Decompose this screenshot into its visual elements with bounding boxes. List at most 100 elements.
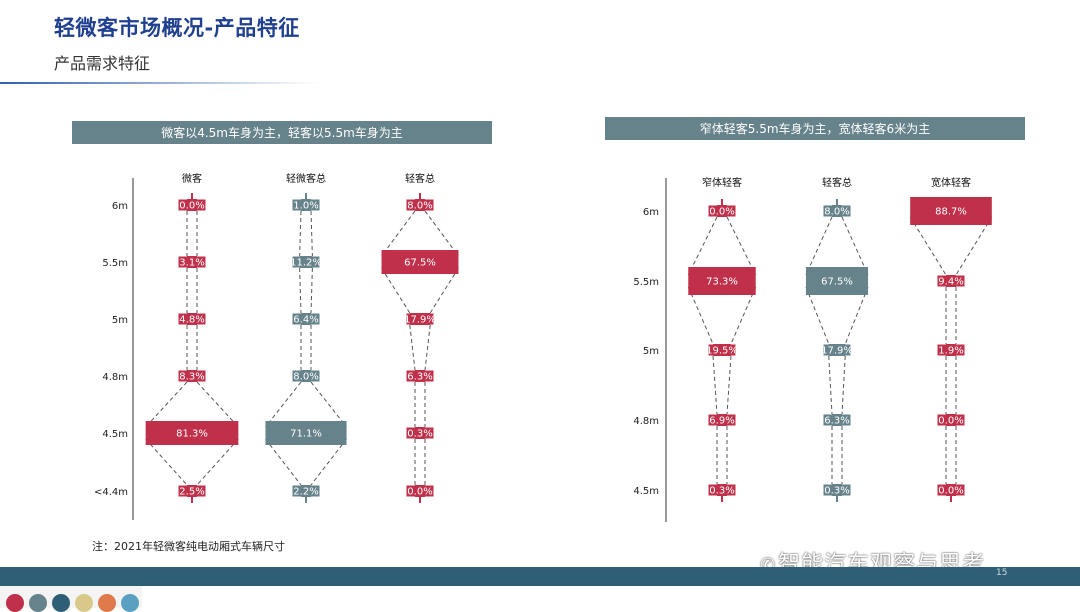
left-chart-connector — [299, 267, 302, 314]
left-chart-label-bg — [178, 256, 206, 268]
right-chart-data-label: 6.9% — [709, 416, 734, 427]
left-chart-connector — [424, 210, 459, 257]
right-chart-connector — [687, 216, 718, 276]
left-chart-connector — [299, 210, 302, 257]
left-chart-label-bg — [178, 370, 206, 382]
right-chart-series-name: 窄体轻客 — [702, 176, 742, 189]
right-chart-data-label: 0.3% — [824, 486, 849, 497]
left-chart-label-bg — [406, 313, 434, 325]
right-chart-data-label: 73.3% — [706, 277, 738, 288]
right-chart-data-label: 17.9% — [821, 346, 853, 357]
right-chart-data-label: 0.3% — [709, 486, 734, 497]
left-chart-label-bg — [406, 427, 434, 439]
left-chart-tick-label: 5.5m — [102, 258, 128, 269]
right-chart-connector — [909, 216, 947, 276]
left-chart-data-label: 8.0% — [293, 372, 318, 383]
left-chart-data-label: 17.9% — [404, 315, 436, 326]
right-chart-connector — [687, 286, 714, 345]
left-chart-label-bg — [178, 485, 206, 497]
left-chart-connector — [145, 381, 188, 428]
right-chart-label-bg — [823, 205, 851, 217]
left-chart-label-bg — [406, 485, 434, 497]
left-chart-tick-label: <4.4m — [94, 487, 128, 498]
right-chart-label-bg — [708, 414, 736, 426]
right-chart-bar — [688, 267, 756, 295]
right-chart-label-bg — [937, 275, 965, 287]
left-chart-label-bg — [406, 199, 434, 211]
right-chart-connector — [726, 216, 757, 276]
right-chart-connector — [712, 355, 718, 415]
right-chart-label-bg — [708, 344, 736, 356]
left-chart-data-label: 6.3% — [407, 372, 432, 383]
right-chart-label-bg — [708, 205, 736, 217]
left-chart-bar — [145, 421, 239, 445]
right-chart-data-label: 8.0% — [824, 207, 849, 218]
left-chart-connector — [145, 438, 188, 486]
left-chart-data-label: 3.1% — [179, 258, 204, 269]
right-chart-label-bg — [708, 484, 736, 496]
right-chart-connector — [730, 286, 757, 345]
left-chart-label-bg — [406, 370, 434, 382]
brand-dot — [52, 594, 70, 612]
page-title: 轻微客市场概况-产品特征 — [54, 16, 300, 40]
right-chart-connector — [726, 355, 732, 415]
left-chart-connector — [429, 267, 459, 314]
right-chart-connector — [955, 216, 993, 276]
right-chart-data-label: 0.0% — [938, 486, 963, 497]
left-chart-data-label: 71.1% — [290, 429, 322, 440]
left-chart-series-name: 轻客总 — [405, 172, 435, 185]
left-chart-series-name: 微客 — [182, 172, 202, 185]
left-chart-data-label: 6.4% — [293, 315, 318, 326]
left-chart-label-bg — [178, 313, 206, 325]
right-chart-data-label: 6.3% — [824, 416, 849, 427]
right-chart-tick-label: 5.5m — [633, 277, 659, 288]
right-chart-label-bg — [823, 344, 851, 356]
right-chart-data-label: 67.5% — [821, 277, 853, 288]
right-chart-label-bg — [823, 484, 851, 496]
right-chart-bar — [805, 267, 869, 295]
left-chart-data-label: 67.5% — [404, 258, 436, 269]
left-chart-tick-label: 4.5m — [102, 429, 128, 440]
left-chart-connector — [381, 210, 416, 257]
brand-dot — [75, 594, 93, 612]
right-chart-connector — [828, 355, 833, 415]
brand-dot — [29, 594, 47, 612]
right-chart-label-bg — [823, 414, 851, 426]
left-chart-connector — [424, 324, 431, 371]
right-chart-label-bg — [937, 484, 965, 496]
right-chart-data-label: 0.0% — [938, 416, 963, 427]
left-chart-banner: 微客以4.5m车身为主，轻客以5.5m车身为主 — [72, 121, 492, 144]
left-chart-connector — [310, 267, 313, 314]
brand-dot — [98, 594, 116, 612]
page-subtitle: 产品需求特征 — [54, 54, 151, 73]
right-chart-connector — [841, 216, 869, 276]
left-chart-tick-label: 6m — [112, 201, 128, 212]
right-chart-tick-label: 4.8m — [633, 416, 659, 427]
left-chart-connector — [265, 438, 302, 486]
left-chart-data-label: 0.0% — [179, 201, 204, 212]
right-chart-data-label: 0.0% — [709, 207, 734, 218]
right-chart-series-name: 轻客总 — [822, 176, 852, 189]
right-chart-banner: 窄体轻客5.5m车身为主，宽体轻客6米为主 — [605, 117, 1025, 140]
left-chart-label-bg — [292, 256, 320, 268]
right-chart-connector — [841, 355, 846, 415]
left-chart-label-bg — [292, 313, 320, 325]
left-chart-data-label: 81.3% — [176, 429, 208, 440]
left-chart-bar — [265, 421, 347, 445]
left-chart-series-name: 轻微客总 — [286, 172, 326, 185]
left-chart-bar — [381, 250, 459, 274]
page-number: 15 — [996, 568, 1008, 578]
footnote: 注：2021年轻微客纯电动厢式车辆尺寸 — [92, 540, 285, 553]
right-chart-connector — [844, 286, 869, 345]
left-chart-connector — [310, 210, 313, 257]
left-chart-data-label: 2.5% — [179, 487, 204, 498]
right-chart-data-label: 9.4% — [938, 277, 963, 288]
left-chart-connector — [196, 438, 239, 486]
left-chart-connector — [310, 438, 347, 486]
right-chart-data-label: 19.5% — [706, 346, 738, 357]
left-chart-label-bg — [292, 485, 320, 497]
left-chart-tick-label: 4.8m — [102, 372, 128, 383]
left-chart-connector — [265, 381, 302, 428]
left-chart-label-bg — [292, 370, 320, 382]
